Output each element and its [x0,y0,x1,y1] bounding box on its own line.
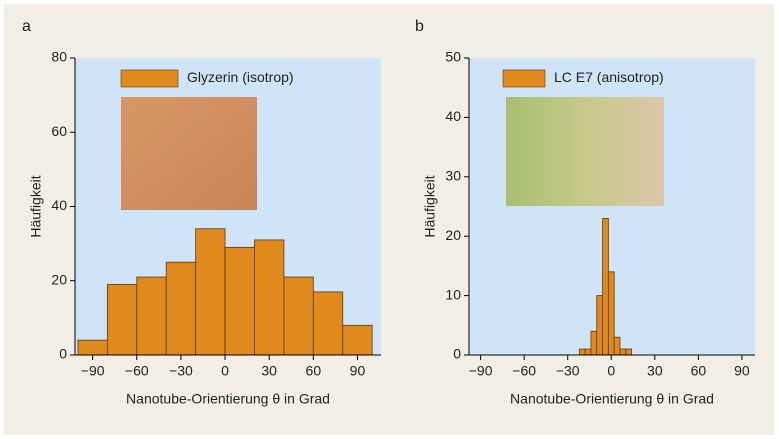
panel-a: a 0 20 40 60 80 −90 −60 −30 0 30 60 90 Nanotube-Orien… [22,18,381,406]
x-tick-label: −60 [125,363,149,379]
bar [166,262,195,355]
x-tick-label: −60 [512,363,536,379]
bar [620,349,626,355]
figure: a 0 20 40 60 80 −90 −60 −30 0 30 60 90 Nanotube-Orien… [0,0,779,439]
inset-photo [121,97,257,210]
bar [591,331,597,355]
bar [313,292,342,355]
y-tick-label: 30 [445,168,461,184]
bar [254,240,283,355]
x-axis-label: Nanotube-Orientierung θ in Grad [126,391,330,407]
x-tick-label: 60 [306,363,322,379]
y-tick-label: 60 [51,123,67,139]
x-tick-label: 90 [734,363,750,379]
y-tick-label: 20 [445,227,461,243]
x-axis-label: Nanotube-Orientierung θ in Grad [510,391,714,407]
bar [585,349,591,355]
inset-photo [506,97,664,206]
bar [107,284,136,355]
y-tick-label: 0 [453,346,461,362]
x-tick-label: 30 [647,363,663,379]
y-tick-label: 50 [445,49,461,65]
panel-label: b [415,18,424,35]
y-axis-label: Häufigkeit [422,175,438,237]
x-tick-label: −90 [469,363,493,379]
x-tick-label: 0 [221,363,229,379]
bar [284,277,313,355]
bar [579,349,585,355]
bar [597,296,603,355]
bar [137,277,166,355]
bar [343,325,372,355]
panel-label: a [22,18,31,35]
y-tick-label: 40 [51,197,67,213]
y-tick-label: 20 [51,271,67,287]
bar [196,229,225,355]
legend-label: LC E7 (anisotrop) [554,69,664,85]
legend-swatch [503,70,545,87]
bar [603,218,609,355]
y-tick-label: 40 [445,108,461,124]
x-tick-label: −90 [81,363,105,379]
bar [225,247,254,355]
y-tick-label: 80 [51,49,67,65]
bar [614,337,620,355]
x-tick-label: 90 [350,363,366,379]
x-tick-label: 0 [607,363,615,379]
x-tick-label: −30 [169,363,193,379]
bar [78,340,107,355]
y-axis-label: Häufigkeit [28,175,44,237]
x-tick-label: 60 [691,363,707,379]
y-tick-label: 10 [445,286,461,302]
x-tick-label: −30 [556,363,580,379]
legend-swatch [121,70,178,87]
x-tick-label: 30 [261,363,277,379]
bar [608,272,614,355]
legend-label: Glyzerin (isotrop) [187,69,294,85]
y-tick-label: 0 [59,346,67,362]
bar [626,349,632,355]
